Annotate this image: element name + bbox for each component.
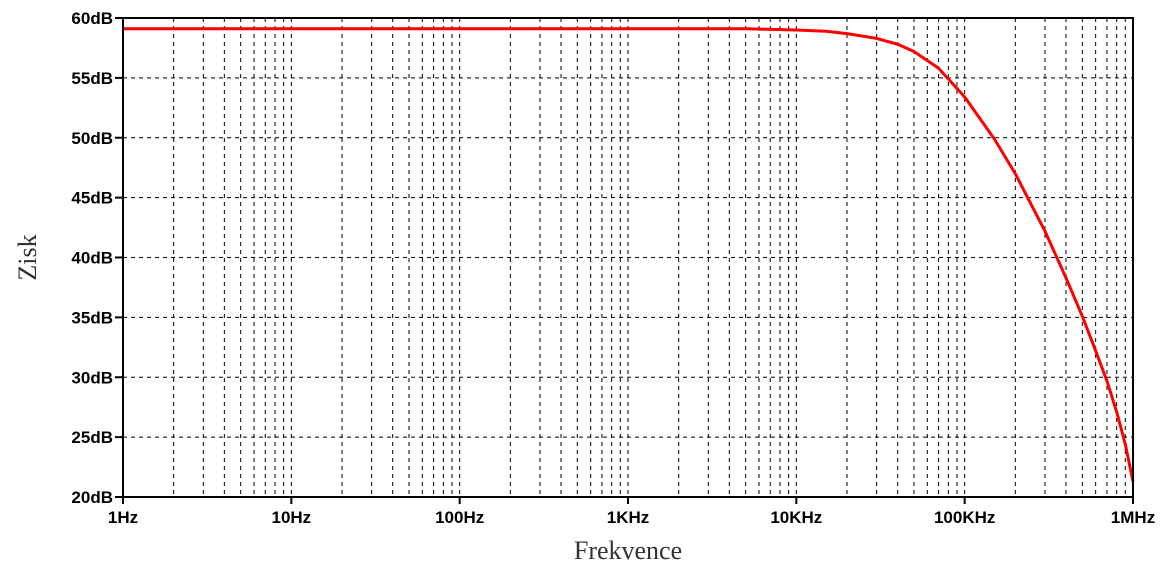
x-tick-label: 100Hz [435,508,484,527]
y-tick-label: 60dB [71,9,113,28]
y-tick-label: 50dB [71,129,113,148]
y-tick-label: 25dB [71,428,113,447]
y-tick-label: 55dB [71,69,113,88]
x-axis: 1Hz 10Hz 100Hz 1KHz 10KHz 100KHz 1MHz [108,497,1155,527]
x-tick-label: 1KHz [607,508,650,527]
y-tick-label: 40dB [71,249,113,268]
gain-series-line [123,27,1135,482]
y-tick-label: 35dB [71,308,113,327]
x-tick-label: 10KHz [770,508,822,527]
series-line-group [123,27,1135,482]
y-axis: 60dB 55dB 50dB 45dB 40dB 35dB 30dB 25dB 20dB [71,9,123,507]
y-tick-label: 45dB [71,189,113,208]
y-axis-label: Zisk [13,234,42,280]
y-tick-label: 20dB [71,488,113,507]
y-tick-label: 30dB [71,368,113,387]
grid [123,18,1133,497]
x-tick-label: 1Hz [108,508,138,527]
x-axis-label: Frekvence [574,536,682,565]
x-tick-label: 10Hz [271,508,311,527]
x-tick-label: 100KHz [934,508,995,527]
x-tick-label: 1MHz [1111,508,1155,527]
